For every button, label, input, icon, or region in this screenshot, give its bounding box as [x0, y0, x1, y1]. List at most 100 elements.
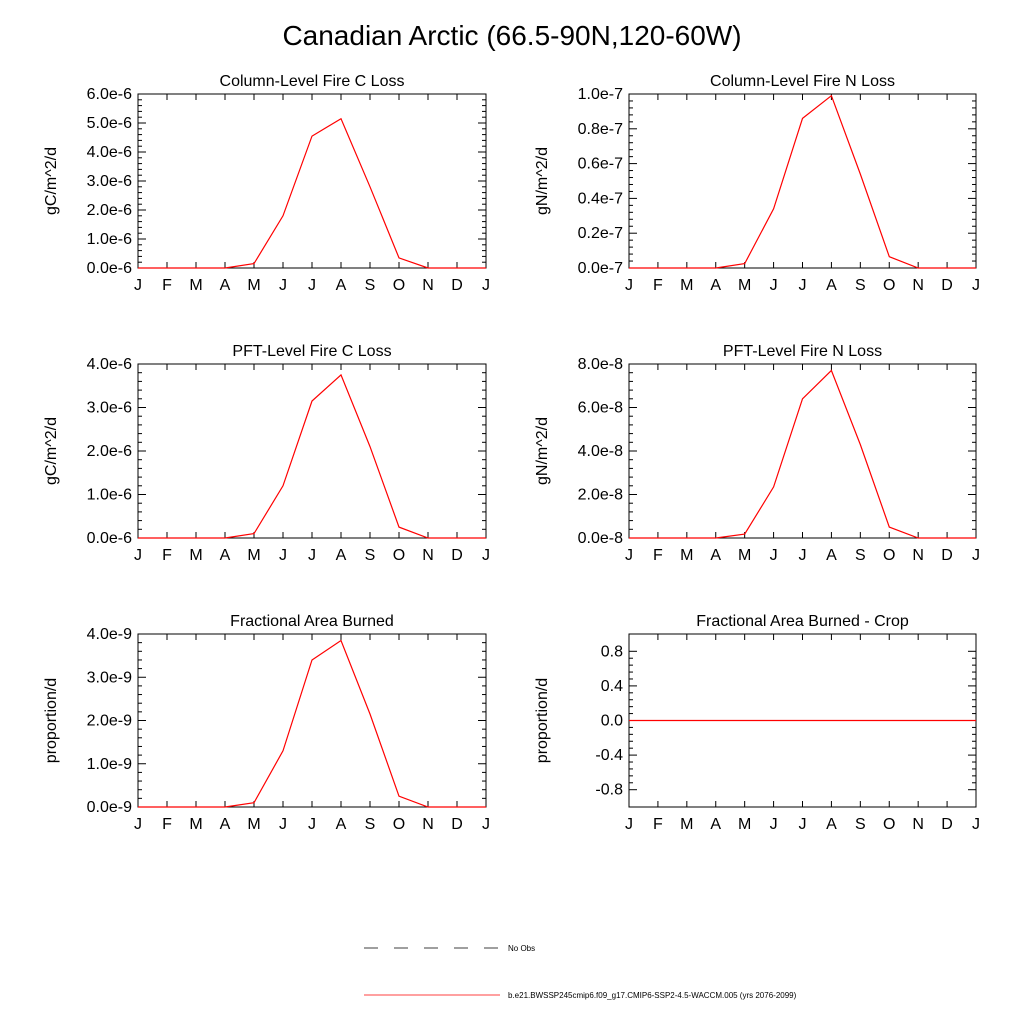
panel-3-x-tick-label: N [422, 547, 434, 564]
panel-3-series-line [138, 373, 486, 539]
panel-2-x-tick-label: A [826, 277, 837, 294]
panel-4-x-tick-label: D [941, 547, 953, 564]
panel-4-x-tick-label: J [770, 547, 778, 564]
panel-1-x-tick-label: N [422, 277, 434, 294]
panel-3-frame [137, 363, 487, 539]
panel-4-title: PFT-Level Fire N Loss [723, 343, 882, 360]
panel-4-y-tick-label: 6.0e-8 [578, 400, 623, 417]
panel-1-x-tick-label: J [134, 277, 142, 294]
panel-1-x-tick-label: A [220, 277, 231, 294]
panel-2-y-tick-label: 0.0e-7 [578, 260, 623, 277]
panel-6-x-tick-label: M [680, 816, 693, 833]
panel-1-x-tick-label: M [189, 277, 202, 294]
panel-1-y-tick-label: 3.0e-6 [87, 173, 132, 190]
panel-2-x-tick-label: F [653, 277, 663, 294]
legend [364, 947, 500, 996]
panel-1-x-tick-label: F [162, 277, 172, 294]
panel-2-y-tick-label: 1.0e-7 [578, 86, 623, 103]
panel-4-x-tick-label: O [883, 547, 895, 564]
panel-4-y-tick-label: 2.0e-8 [578, 487, 623, 504]
panel-6-x-tick-label: D [941, 816, 953, 833]
panel-6-y-tick-label: -0.4 [595, 747, 623, 764]
panel-3-x-tick-label: M [247, 547, 260, 564]
panel-4-x-tick-label: J [625, 547, 633, 564]
panel-3-y-axis-label: gC/m^2/d [43, 417, 60, 485]
panel-5-title: Fractional Area Burned [230, 613, 394, 630]
panel-5-y-tick-label: 4.0e-9 [87, 626, 132, 643]
panel-2-x-tick-label: S [855, 277, 866, 294]
panel-4-frame [628, 363, 977, 539]
panel-4-x-tick-label: J [799, 547, 807, 564]
panel-6-title: Fractional Area Burned - Crop [696, 613, 909, 630]
panel-5-y-tick-label: 2.0e-9 [87, 713, 132, 730]
panel-5-x-tick-label: A [220, 816, 231, 833]
figure-title: Canadian Arctic (66.5-90N,120-60W) [282, 20, 742, 51]
panel-3-x-tick-label: A [220, 547, 231, 564]
panel-6-x-tick-label: J [625, 816, 633, 833]
panel-2-x-tick-label: O [883, 277, 895, 294]
panel-6-x-tick-label: F [653, 816, 663, 833]
panel-3-y-tick-label: 4.0e-6 [87, 356, 132, 373]
panel-2-y-tick-label: 0.6e-7 [578, 156, 623, 173]
panel-2-title: Column-Level Fire N Loss [710, 73, 895, 90]
panel-5-x-tick-label: M [189, 816, 202, 833]
panel-4-series-line [629, 369, 976, 539]
panel-3-y-tick-label: 2.0e-6 [87, 443, 132, 460]
panel-2-x-tick-label: D [941, 277, 953, 294]
panel-5-y-axis-label: proportion/d [43, 678, 60, 763]
panel-3-x-tick-label: J [482, 547, 490, 564]
legend-label-no-obs: No Obs [508, 944, 536, 953]
panel-4-y-tick-label: 0.0e-8 [578, 530, 623, 547]
panel-1-x-tick-label: M [247, 277, 260, 294]
panel-1-y-tick-label: 1.0e-6 [87, 231, 132, 248]
panel-1-frame [137, 93, 487, 269]
panel-4-x-tick-label: M [680, 547, 693, 564]
panel-5-x-tick-label: A [336, 816, 347, 833]
legend-label-model-run: b.e21.BWSSP245cmip6.f09_g17.CMIP6-SSP2-4… [508, 991, 797, 1000]
panel-5-y-tick-label: 0.0e-9 [87, 799, 132, 816]
panel-5-x-tick-label: J [279, 816, 287, 833]
panel-6-y-tick-label: -0.8 [595, 782, 623, 799]
panel-6-x-tick-label: M [738, 816, 751, 833]
panel-1-y-tick-label: 6.0e-6 [87, 86, 132, 103]
panel-1-y-axis-label: gC/m^2/d [43, 147, 60, 215]
panel-2-series-line [629, 94, 976, 269]
panel-2-x-tick-label: N [912, 277, 924, 294]
panel-1-x-tick-label: A [336, 277, 347, 294]
panel-1-y-tick-label: 2.0e-6 [87, 202, 132, 219]
panel-1-y-tick-label: 0.0e-6 [87, 260, 132, 277]
panel-6-y-axis-label: proportion/d [534, 678, 551, 763]
panel-4-x-tick-label: A [710, 547, 721, 564]
panel-2-x-tick-label: J [625, 277, 633, 294]
panel-2-x-tick-label: J [972, 277, 980, 294]
panel-1-x-tick-label: J [482, 277, 490, 294]
panel-4-x-tick-label: F [653, 547, 663, 564]
panel-2-y-tick-label: 0.2e-7 [578, 225, 623, 242]
panel-6: Fractional Area Burned - Crop proportion/… [534, 613, 980, 833]
panel-4-x-tick-label: M [738, 547, 751, 564]
panel-3-x-tick-label: D [451, 547, 463, 564]
panel-5-x-tick-label: N [422, 816, 434, 833]
panel-3-y-tick-label: 1.0e-6 [87, 487, 132, 504]
panel-3-x-tick-label: O [393, 547, 405, 564]
panel-2-y-axis-label: gN/m^2/d [534, 147, 551, 215]
panel-6-x-tick-label: J [770, 816, 778, 833]
panel-6-y-tick-label: 0.4 [601, 678, 623, 695]
panel-1-x-tick-label: J [308, 277, 316, 294]
panel-4-y-tick-label: 8.0e-8 [578, 356, 623, 373]
panel-6-x-tick-label: S [855, 816, 866, 833]
panel-5-x-tick-label: S [365, 816, 376, 833]
panel-2-x-tick-label: A [710, 277, 721, 294]
panel-3-x-tick-label: J [279, 547, 287, 564]
panel-2-y-tick-label: 0.8e-7 [578, 121, 623, 138]
panel-5-x-tick-label: J [482, 816, 490, 833]
panel-1-x-tick-label: D [451, 277, 463, 294]
panel-3-title: PFT-Level Fire C Loss [232, 343, 391, 360]
panel-5-x-tick-label: J [308, 816, 316, 833]
